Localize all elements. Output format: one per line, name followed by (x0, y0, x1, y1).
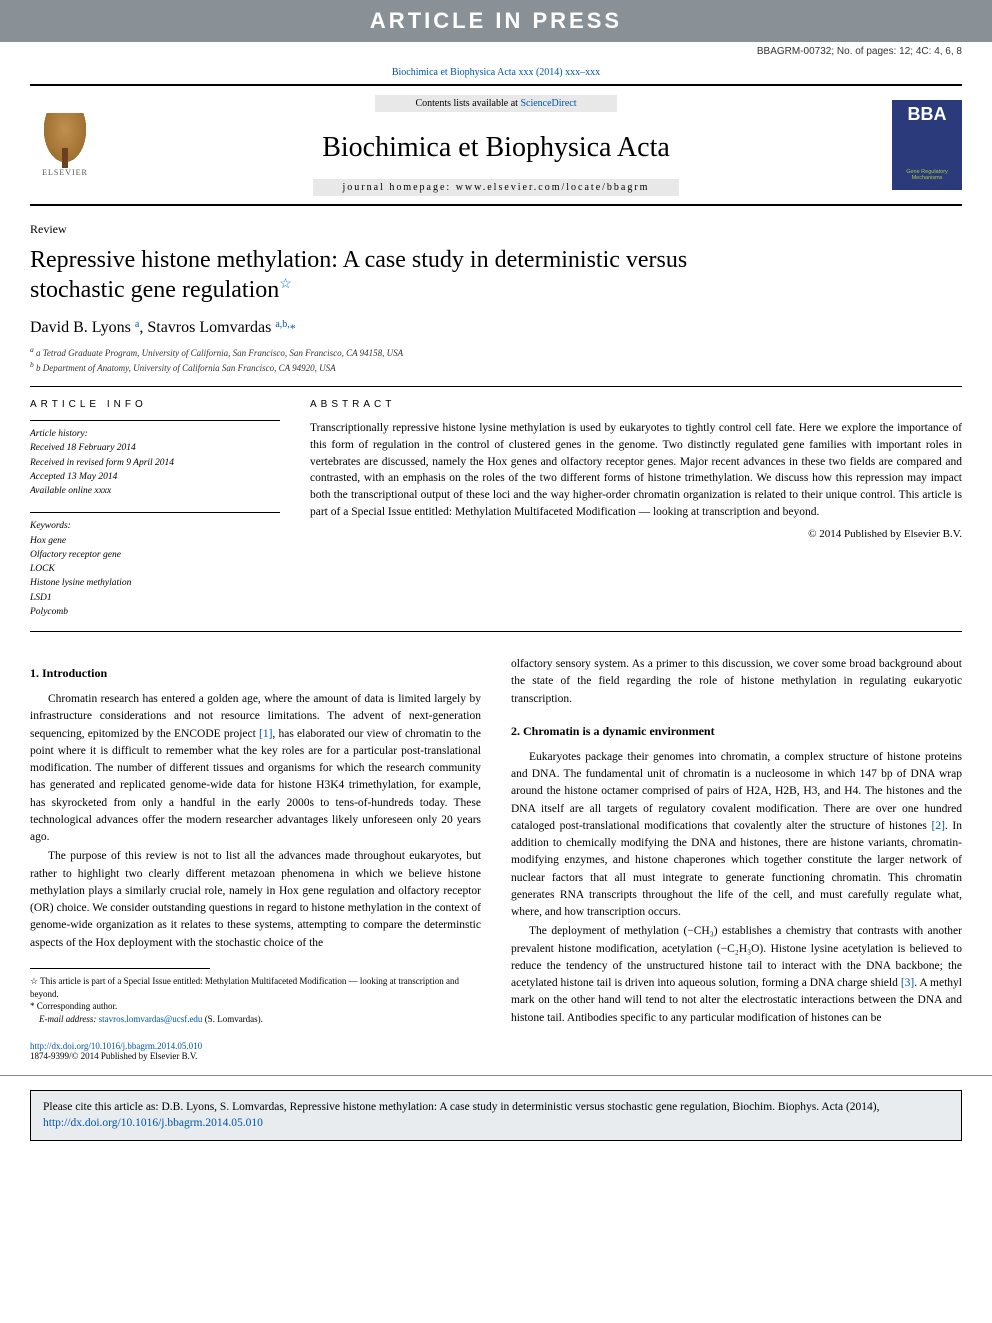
body-paragraph: Chromatin research has entered a golden … (30, 691, 481, 846)
affiliation-a: a a Tetrad Graduate Program, University … (30, 345, 962, 360)
received-date: Received 18 February 2014 (30, 441, 280, 455)
title-line-2: stochastic gene regulation (30, 277, 279, 303)
title-line-1: Repressive histone methylation: A case s… (30, 247, 687, 273)
footnote-email: E-mail address: stavros.lomvardas@ucsf.e… (30, 1013, 481, 1026)
journal-ref-link[interactable]: Biochimica et Biophysica Acta xxx (2014)… (392, 67, 600, 78)
section-2-heading: 2. Chromatin is a dynamic environment (511, 724, 962, 739)
keyword: LSD1 (30, 591, 280, 605)
citation-box: Please cite this article as: D.B. Lyons,… (30, 1090, 962, 1140)
body-paragraph: The purpose of this review is not to lis… (30, 848, 481, 952)
elsevier-tree-icon (40, 113, 90, 168)
journal-reference: Biochimica et Biophysica Acta xxx (2014)… (0, 61, 992, 84)
journal-title: Biochimica et Biophysica Acta (100, 132, 892, 164)
abstract-text: Transcriptionally repressive histone lys… (310, 420, 962, 520)
contents-list-text: Contents lists available at (415, 98, 520, 109)
citation-text: Please cite this article as: D.B. Lyons,… (43, 1101, 879, 1113)
abstract-column: ABSTRACT Transcriptionally repressive hi… (310, 399, 962, 619)
body-paragraph: The deployment of methylation (−CH₃) est… (511, 923, 962, 1027)
accepted-date: Accepted 13 May 2014 (30, 470, 280, 484)
article-history: Article history: Received 18 February 20… (30, 420, 280, 498)
keywords-label: Keywords: (30, 519, 280, 533)
bba-logo-subtitle: Gene Regulatory Mechanisms (896, 169, 958, 186)
elsevier-text: ELSEVIER (42, 168, 88, 177)
divider (30, 386, 962, 387)
sciencedirect-link[interactable]: ScienceDirect (520, 98, 576, 109)
citation-doi-link[interactable]: http://dx.doi.org/10.1016/j.bbagrm.2014.… (43, 1117, 263, 1129)
doi-link[interactable]: http://dx.doi.org/10.1016/j.bbagrm.2014.… (30, 1041, 202, 1051)
copyright: © 2014 Published by Elsevier B.V. (310, 528, 962, 540)
footnote-divider (30, 968, 210, 969)
doi-block: http://dx.doi.org/10.1016/j.bbagrm.2014.… (30, 1041, 481, 1061)
article-content: Review Repressive histone methylation: A… (0, 222, 992, 1061)
ref-link-1[interactable]: [1] (259, 728, 272, 740)
author-1: David B. Lyons (30, 319, 131, 336)
ref-link-2[interactable]: [2] (931, 820, 944, 832)
article-type: Review (30, 222, 962, 237)
in-press-banner: ARTICLE IN PRESS (0, 0, 992, 42)
article-title: Repressive histone methylation: A case s… (30, 245, 962, 305)
authors: David B. Lyons a, Stavros Lomvardas a,b,… (30, 319, 962, 337)
body-right-column: olfactory sensory system. As a primer to… (511, 656, 962, 1061)
elsevier-logo: ELSEVIER (30, 105, 100, 185)
info-abstract-row: ARTICLE INFO Article history: Received 1… (30, 399, 962, 619)
email-link[interactable]: stavros.lomvardas@ucsf.edu (99, 1014, 203, 1024)
bba-logo-text: BBA (908, 104, 947, 125)
history-label: Article history: (30, 427, 280, 441)
keyword: LOCK (30, 562, 280, 576)
contents-list: Contents lists available at ScienceDirec… (375, 95, 616, 112)
bottom-divider (0, 1075, 992, 1076)
footnote-corresponding: * Corresponding author. (30, 1000, 481, 1013)
journal-center: Contents lists available at ScienceDirec… (100, 94, 892, 196)
corresponding-author-marker[interactable]: * (290, 321, 296, 335)
bba-cover-logo: BBA Gene Regulatory Mechanisms (892, 100, 962, 190)
keyword: Olfactory receptor gene (30, 548, 280, 562)
keywords-block: Keywords: Hox gene Olfactory receptor ge… (30, 512, 280, 619)
keyword: Polycomb (30, 605, 280, 619)
ref-link-3[interactable]: [3] (901, 977, 914, 989)
body-paragraph: Eukaryotes package their genomes into ch… (511, 749, 962, 922)
issn-copyright: 1874-9399/© 2014 Published by Elsevier B… (30, 1051, 197, 1061)
author-1-affiliation[interactable]: a (135, 321, 139, 335)
available-date: Available online xxxx (30, 484, 280, 498)
body-paragraph-continuation: olfactory sensory system. As a primer to… (511, 656, 962, 708)
revised-date: Received in revised form 9 April 2014 (30, 456, 280, 470)
document-id: BBAGRM-00732; No. of pages: 12; 4C: 4, 6… (0, 42, 992, 61)
special-issue-star: ☆ (279, 277, 292, 292)
article-info-column: ARTICLE INFO Article history: Received 1… (30, 399, 280, 619)
keyword: Hox gene (30, 534, 280, 548)
footnote-special-issue: ☆ This article is part of a Special Issu… (30, 975, 481, 1000)
journal-homepage: journal homepage: www.elsevier.com/locat… (313, 179, 680, 196)
affiliation-b: b b Department of Anatomy, University of… (30, 360, 962, 375)
author-2-affiliation[interactable]: a,b, (275, 321, 289, 335)
abstract-heading: ABSTRACT (310, 399, 962, 410)
body-columns: 1. Introduction Chromatin research has e… (30, 656, 962, 1061)
section-1-heading: 1. Introduction (30, 666, 481, 681)
article-info-heading: ARTICLE INFO (30, 399, 280, 410)
body-left-column: 1. Introduction Chromatin research has e… (30, 656, 481, 1061)
journal-header-box: ELSEVIER Contents lists available at Sci… (30, 84, 962, 206)
author-2: Stavros Lomvardas (147, 319, 271, 336)
keyword: Histone lysine methylation (30, 576, 280, 590)
divider (30, 631, 962, 632)
